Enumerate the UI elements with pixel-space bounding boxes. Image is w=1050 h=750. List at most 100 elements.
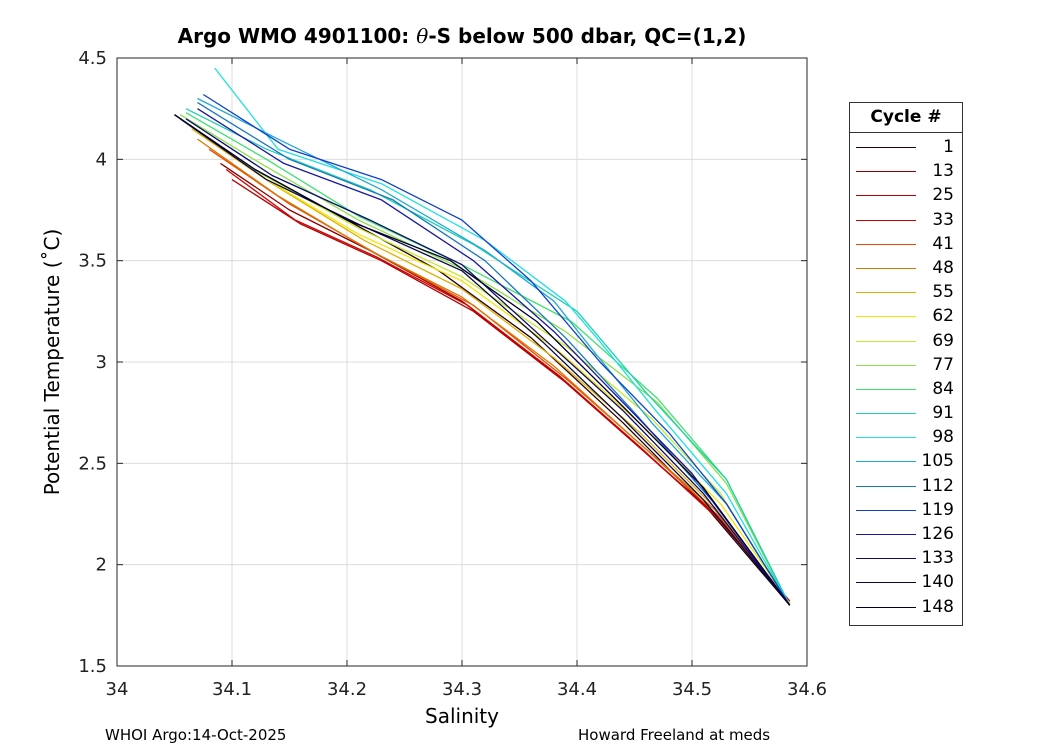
legend-item: 77 [850, 354, 962, 378]
chart-title-prefix: Argo WMO 4901100: [177, 24, 417, 48]
legend-label: 55 [932, 282, 954, 303]
legend-swatch [856, 195, 916, 197]
x-tick-label: 34.4 [557, 679, 597, 700]
legend-label: 62 [932, 306, 954, 327]
legend-item: 62 [850, 305, 962, 329]
series-lines [174, 67, 791, 606]
chart-title: Argo WMO 4901100: θ-S below 500 dbar, QC… [117, 24, 807, 48]
x-tick-label: 34.2 [327, 679, 367, 700]
legend-swatch [856, 243, 916, 245]
legend-item: 84 [850, 378, 962, 402]
axis-ticks: 34 34.1 34.2 34.3 34.4 34.5 34.6 1.5 2 2.5 3 3.5 4 4.… [78, 48, 827, 700]
series-line-cycle-84 [185, 112, 791, 606]
footer-author: Howard Freeland at meds [578, 726, 771, 744]
footer-source: WHOI Argo:14-Oct-2025 [105, 726, 287, 744]
series-line-cycle-77 [179, 114, 791, 606]
x-tick-label: 34.6 [787, 679, 827, 700]
legend-swatch [856, 509, 916, 511]
series-line-cycle-133 [185, 118, 791, 606]
series-line-cycle-33 [225, 168, 791, 602]
series-line-cycle-148 [174, 114, 791, 606]
series-line-cycle-126 [197, 108, 791, 606]
y-tick-label: 3.5 [78, 251, 107, 272]
legend-swatch [856, 171, 916, 173]
legend-item: 55 [850, 281, 962, 305]
legend-label: 105 [921, 451, 954, 472]
x-tick-label: 34 [106, 679, 129, 700]
y-tick-label: 4.5 [78, 48, 107, 69]
legend-item: 119 [850, 499, 962, 523]
legend-title: Cycle # [850, 103, 962, 133]
legend: Cycle # 1 13 25 33 41 48 55 62 69 77 84 91 98 105 112 1… [849, 102, 963, 626]
legend-item: 13 [850, 160, 962, 184]
legend-label: 25 [932, 185, 954, 206]
legend-swatch [856, 558, 916, 560]
y-tick-label: 1.5 [78, 656, 107, 677]
series-line-cycle-91 [185, 108, 791, 606]
x-tick-label: 34.5 [672, 679, 712, 700]
x-tick-label: 34.1 [212, 679, 252, 700]
legend-label: 133 [921, 548, 954, 569]
chart-title-suffix: -S below 500 dbar, QC=(1,2) [428, 24, 747, 48]
legend-swatch [856, 219, 916, 221]
series-line-cycle-62 [185, 122, 791, 604]
y-axis-label: Potential Temperature (˚C) [40, 228, 64, 496]
legend-label: 91 [932, 403, 954, 424]
series-line-cycle-48 [197, 138, 791, 604]
legend-item: 112 [850, 475, 962, 499]
series-line-cycle-140 [179, 118, 791, 606]
series-line-cycle-55 [191, 128, 791, 604]
legend-swatch [856, 437, 916, 439]
legend-list: 1 13 25 33 41 48 55 62 69 77 84 91 98 105 112 119 126 133… [850, 133, 962, 625]
legend-item: 41 [850, 233, 962, 257]
series-line-cycle-25 [231, 179, 791, 604]
legend-item: 126 [850, 523, 962, 547]
legend-label: 98 [932, 427, 954, 448]
legend-item: 105 [850, 450, 962, 474]
legend-swatch [856, 267, 916, 269]
series-line-cycle-98 [214, 67, 791, 606]
legend-swatch [856, 606, 916, 608]
legend-swatch [856, 582, 916, 584]
legend-item: 91 [850, 402, 962, 426]
series-line-cycle-119 [202, 93, 791, 606]
series-line-cycle-41 [208, 148, 791, 604]
y-tick-label: 2.5 [78, 453, 107, 474]
legend-label: 84 [932, 378, 954, 399]
legend-item: 148 [850, 596, 962, 620]
legend-swatch [856, 147, 916, 148]
legend-label: 77 [932, 354, 954, 375]
legend-swatch [856, 340, 916, 342]
legend-swatch [856, 534, 916, 535]
y-tick-label: 2 [96, 555, 107, 576]
legend-item: 140 [850, 571, 962, 595]
legend-item: 69 [850, 330, 962, 354]
series-line-cycle-112 [197, 102, 791, 606]
legend-item: 33 [850, 209, 962, 233]
chart-title-theta: θ [416, 24, 429, 48]
legend-label: 41 [932, 233, 954, 254]
legend-label: 112 [921, 475, 954, 496]
legend-swatch [856, 292, 916, 294]
legend-label: 119 [921, 499, 954, 520]
legend-swatch [856, 316, 916, 318]
y-tick-label: 4 [96, 149, 107, 170]
y-tick-label: 3 [96, 352, 107, 373]
legend-label: 126 [921, 524, 954, 544]
legend-item: 133 [850, 547, 962, 571]
legend-label: 48 [932, 257, 954, 278]
legend-item: 25 [850, 184, 962, 208]
legend-label: 69 [932, 330, 954, 351]
legend-item: 1 [850, 136, 962, 160]
legend-label: 33 [932, 209, 954, 230]
legend-label: 1 [943, 137, 954, 157]
legend-swatch [856, 461, 916, 463]
legend-item: 48 [850, 257, 962, 281]
series-line-cycle-13 [220, 162, 791, 602]
x-axis-label: Salinity [425, 704, 499, 728]
legend-item: 98 [850, 426, 962, 450]
series-line-cycle-105 [197, 97, 791, 606]
x-tick-label: 34.3 [442, 679, 482, 700]
